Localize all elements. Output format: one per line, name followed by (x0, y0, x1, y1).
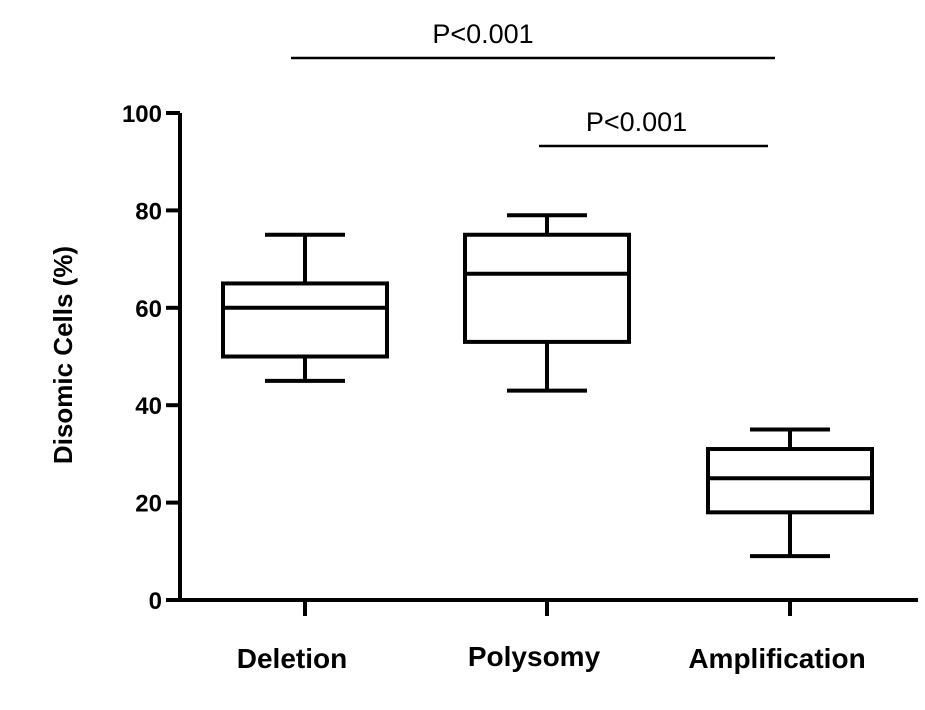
x-tick-label: Polysomy (468, 641, 601, 672)
axes: 0 20 40 60 80 100 Deletion Polysomy Amplificatio… (122, 101, 918, 674)
y-tick-label: 80 (135, 198, 162, 225)
box-amplification (706, 427, 874, 559)
y-tick-label: 60 (135, 296, 162, 323)
y-tick-label: 0 (149, 588, 162, 615)
iqr-box (221, 281, 389, 359)
significance-bracket: P<0.001 (291, 19, 775, 60)
iqr-box (463, 232, 631, 344)
box-series (221, 213, 874, 559)
iqr-box (706, 447, 874, 515)
significance-annotations: P<0.001 P<0.001 (291, 19, 775, 148)
significance-bracket: P<0.001 (539, 107, 768, 148)
y-tick-label: 40 (135, 393, 162, 420)
x-tick-label: Deletion (237, 643, 347, 674)
y-tick-label: 100 (122, 101, 162, 128)
box-deletion (221, 232, 389, 383)
box-polysomy (463, 213, 631, 393)
p-value-label: P<0.001 (432, 19, 533, 49)
x-tick-label: Amplification (688, 643, 865, 674)
y-axis-label: Disomic Cells (%) (48, 246, 78, 464)
p-value-label: P<0.001 (586, 107, 687, 137)
y-tick-label: 20 (135, 491, 162, 518)
